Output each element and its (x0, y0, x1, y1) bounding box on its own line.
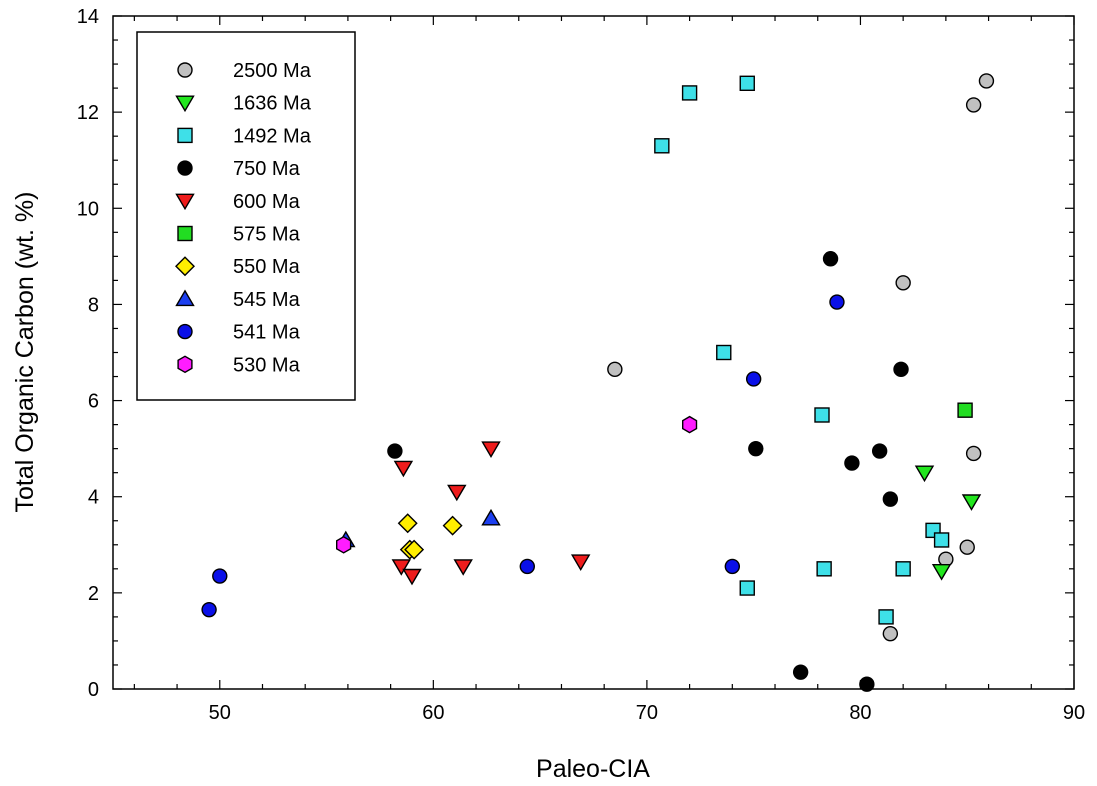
data-point (978, 73, 995, 89)
data-points (201, 73, 995, 692)
legend-box (136, 31, 356, 401)
data-point (931, 564, 952, 581)
data-point (792, 664, 809, 680)
series-541-ma (201, 294, 845, 618)
data-point (882, 491, 899, 507)
data-point (570, 554, 591, 571)
data-point (961, 494, 982, 511)
data-point (481, 441, 501, 458)
data-point (882, 626, 899, 642)
data-point (895, 561, 911, 577)
x-tick-label: 70 (636, 702, 658, 724)
data-point (716, 344, 732, 361)
legend-label: 600 Ma (233, 191, 301, 213)
series-600-ma (391, 441, 591, 586)
data-point (519, 558, 535, 575)
data-point (402, 568, 422, 586)
legend-label: 550 Ma (233, 256, 301, 278)
data-point (739, 75, 755, 92)
data-point (724, 558, 741, 575)
y-tick-label: 8 (88, 294, 99, 316)
series-575-ma (957, 402, 973, 418)
y-tick-label: 10 (77, 198, 99, 220)
data-point (844, 455, 860, 471)
legend-marker (175, 256, 195, 277)
data-point (739, 580, 755, 596)
data-point (682, 415, 698, 434)
data-point (814, 407, 830, 423)
x-tick-label: 60 (422, 702, 444, 724)
data-point (933, 532, 950, 548)
legend-marker (177, 127, 193, 144)
y-tick-label: 2 (88, 583, 99, 605)
legend-marker (175, 193, 195, 211)
legend-marker (177, 323, 193, 340)
data-point (393, 460, 414, 478)
x-tick-label: 50 (209, 702, 231, 724)
legend-marker (175, 289, 195, 307)
data-point (481, 508, 501, 526)
data-point (681, 85, 698, 101)
data-point (404, 539, 425, 560)
data-point (447, 484, 467, 502)
data-point (859, 676, 875, 692)
data-point (893, 361, 909, 378)
data-point (397, 513, 418, 534)
y-tick-label: 0 (88, 679, 99, 701)
legend-label: 1636 Ma (233, 93, 312, 115)
x-tick-label: 90 (1063, 702, 1085, 724)
data-point (212, 568, 228, 584)
data-point (201, 601, 217, 618)
data-point (871, 443, 888, 459)
data-point (914, 465, 935, 483)
legend-marker (175, 95, 195, 113)
legend-label: 1492 Ma (233, 125, 312, 147)
series-750-ma (387, 251, 909, 692)
data-point (816, 561, 832, 577)
y-axis-label: Total Organic Carbon (wt. %) (11, 192, 39, 513)
data-point (895, 275, 911, 291)
data-point (822, 251, 839, 267)
data-point (387, 443, 403, 459)
data-point (453, 559, 473, 576)
y-tick-label: 14 (77, 6, 99, 28)
data-point (878, 609, 894, 625)
y-tick-label: 4 (88, 487, 99, 509)
x-tick-label: 80 (849, 702, 871, 724)
series-2500-ma (607, 73, 995, 642)
data-point (957, 402, 973, 418)
legend-marker (177, 355, 193, 374)
legend-marker (177, 62, 193, 78)
axis-tick-labels: 50 60 70 80 90 0 2 4 6 8 10 12 14 (77, 6, 1085, 724)
series-1636-ma (914, 465, 982, 581)
data-point (829, 294, 845, 310)
data-point (607, 361, 623, 378)
legend: 2500 Ma 1636 Ma 1492 Ma 750 Ma 600 Ma 575 Ma 5… (136, 31, 356, 401)
y-tick-label: 12 (77, 102, 99, 124)
legend-label: 541 Ma (233, 322, 301, 344)
data-point (745, 371, 762, 387)
data-point (965, 445, 982, 462)
legend-marker (177, 160, 193, 176)
legend-label: 545 Ma (233, 289, 301, 311)
legend-label: 2500 Ma (233, 60, 312, 82)
legend-label: 575 Ma (233, 224, 301, 246)
series-550-ma (397, 513, 463, 560)
legend-label: 530 Ma (233, 354, 301, 376)
series-530-ma (336, 415, 698, 554)
data-point (336, 535, 352, 554)
legend-label: 750 Ma (233, 158, 301, 180)
data-point (965, 97, 982, 113)
series-1492-ma (654, 75, 950, 625)
data-point (654, 138, 670, 154)
data-point (442, 515, 463, 536)
x-axis-label: Paleo-CIA (536, 755, 650, 783)
data-point (391, 559, 412, 576)
legend-marker (177, 225, 193, 242)
data-point (959, 539, 975, 555)
data-point (748, 440, 764, 457)
y-tick-label: 6 (88, 391, 99, 413)
